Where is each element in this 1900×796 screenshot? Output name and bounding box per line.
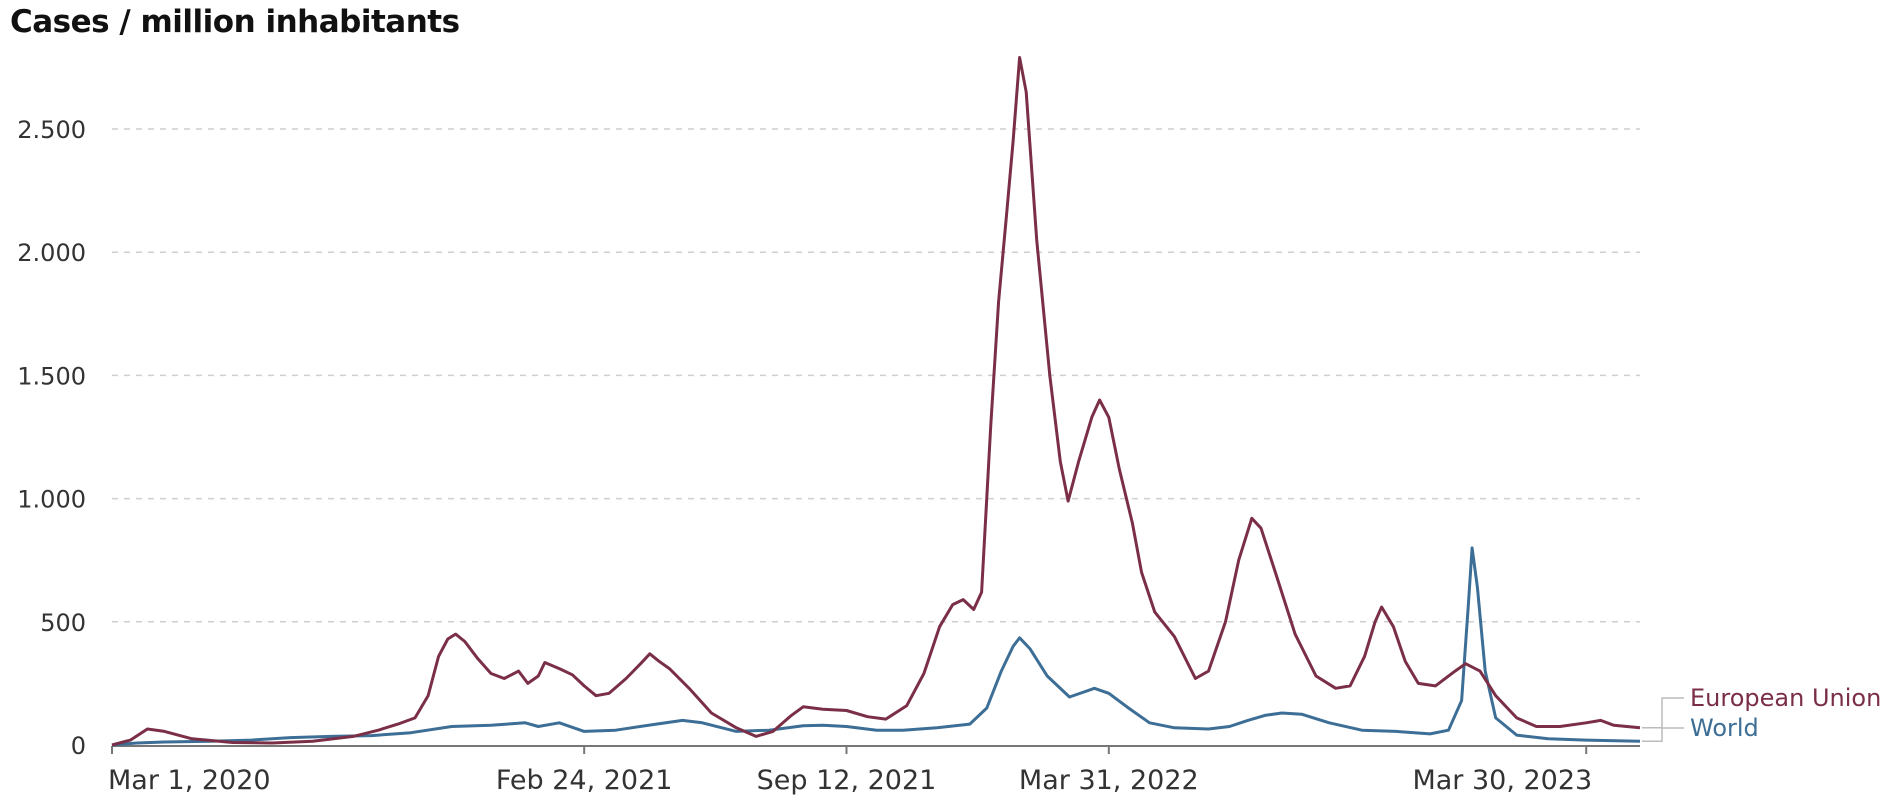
y-tick-label: 1.500 (17, 362, 86, 390)
legend-connector (1642, 727, 1684, 743)
x-axis: Mar 1, 2020 Feb 24, 2021 Sep 12, 2021 Mar 3… (108, 745, 1640, 796)
legend-label-world: World (1690, 714, 1759, 742)
x-tick-label: Mar 31, 2022 (1019, 765, 1199, 796)
x-tick-label: Mar 1, 2020 (108, 765, 271, 796)
y-axis: 0 500 1.000 1.500 2.000 2.500 (17, 116, 86, 760)
y-tick-label: 2.500 (17, 116, 86, 144)
y-tick-label: 1.000 (17, 486, 86, 514)
legend-label-european-union: European Union (1690, 684, 1881, 712)
y-tick-label: 2.000 (17, 239, 86, 267)
chart-title: Cases / million inhabitants (10, 4, 460, 40)
series-line-world (111, 546, 1641, 747)
y-tick-label: 500 (40, 609, 86, 637)
y-tick-label: 0 (71, 732, 86, 760)
legend-connector (1642, 697, 1684, 729)
x-tick-label: Feb 24, 2021 (496, 765, 673, 796)
grid-layer (112, 128, 1640, 623)
x-tick-label: Sep 12, 2021 (757, 765, 937, 796)
x-tick-label: Mar 30, 2023 (1412, 765, 1592, 796)
series-layer (111, 56, 1641, 747)
series-line-european-union (111, 56, 1641, 747)
